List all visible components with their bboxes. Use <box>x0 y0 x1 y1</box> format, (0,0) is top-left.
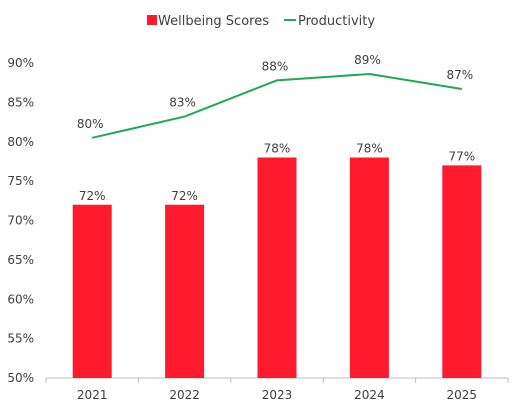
bar-2025 <box>442 165 482 378</box>
bar-2022 <box>165 204 205 378</box>
bar-series-wellbeing-scores: 72% 72% 78% 78% 77% <box>72 142 482 378</box>
legend-swatch-wellbeing-scores <box>147 15 157 25</box>
y-tick-label: 55% <box>7 332 34 346</box>
bar-2023 <box>257 157 297 378</box>
legend: Wellbeing Scores Productivity <box>147 14 375 29</box>
bar-2021 <box>72 204 112 378</box>
y-tick-label: 65% <box>7 253 34 267</box>
x-axis: 2021 2022 2023 2024 2025 <box>45 377 509 402</box>
bar-data-label: 77% <box>448 149 475 163</box>
y-tick-label: 60% <box>7 292 34 306</box>
x-tick-label: 2023 <box>262 388 293 402</box>
line-data-label: 88% <box>262 59 289 73</box>
y-tick-label: 50% <box>7 371 34 385</box>
productivity-line <box>91 73 462 139</box>
legend-label-productivity: Productivity <box>298 14 375 29</box>
y-tick-label: 85% <box>7 95 34 109</box>
x-tick-label: 2022 <box>169 388 200 402</box>
bar-data-label: 72% <box>79 189 106 203</box>
line-data-label: 87% <box>446 68 473 82</box>
line-series-productivity: 80% 83% 88% 89% 87% <box>77 53 473 139</box>
x-tick-label: 2024 <box>354 388 385 402</box>
line-data-label: 80% <box>77 117 104 131</box>
bar-data-label: 72% <box>171 189 198 203</box>
y-tick-label: 90% <box>7 56 34 70</box>
bar-2024 <box>349 157 389 378</box>
y-tick-label: 70% <box>7 214 34 228</box>
y-tick-label: 80% <box>7 135 34 149</box>
line-data-label: 83% <box>169 96 196 110</box>
y-axis: 50% 55% 60% 65% 70% 75% 80% 85% 90% <box>7 56 34 385</box>
x-tick-label: 2025 <box>447 388 478 402</box>
x-tick-label: 2021 <box>77 388 108 402</box>
y-tick-label: 75% <box>7 174 34 188</box>
line-data-label: 89% <box>354 53 381 67</box>
bar-data-label: 78% <box>264 142 291 156</box>
legend-label-wellbeing-scores: Wellbeing Scores <box>158 14 269 29</box>
bar-data-label: 78% <box>356 142 383 156</box>
